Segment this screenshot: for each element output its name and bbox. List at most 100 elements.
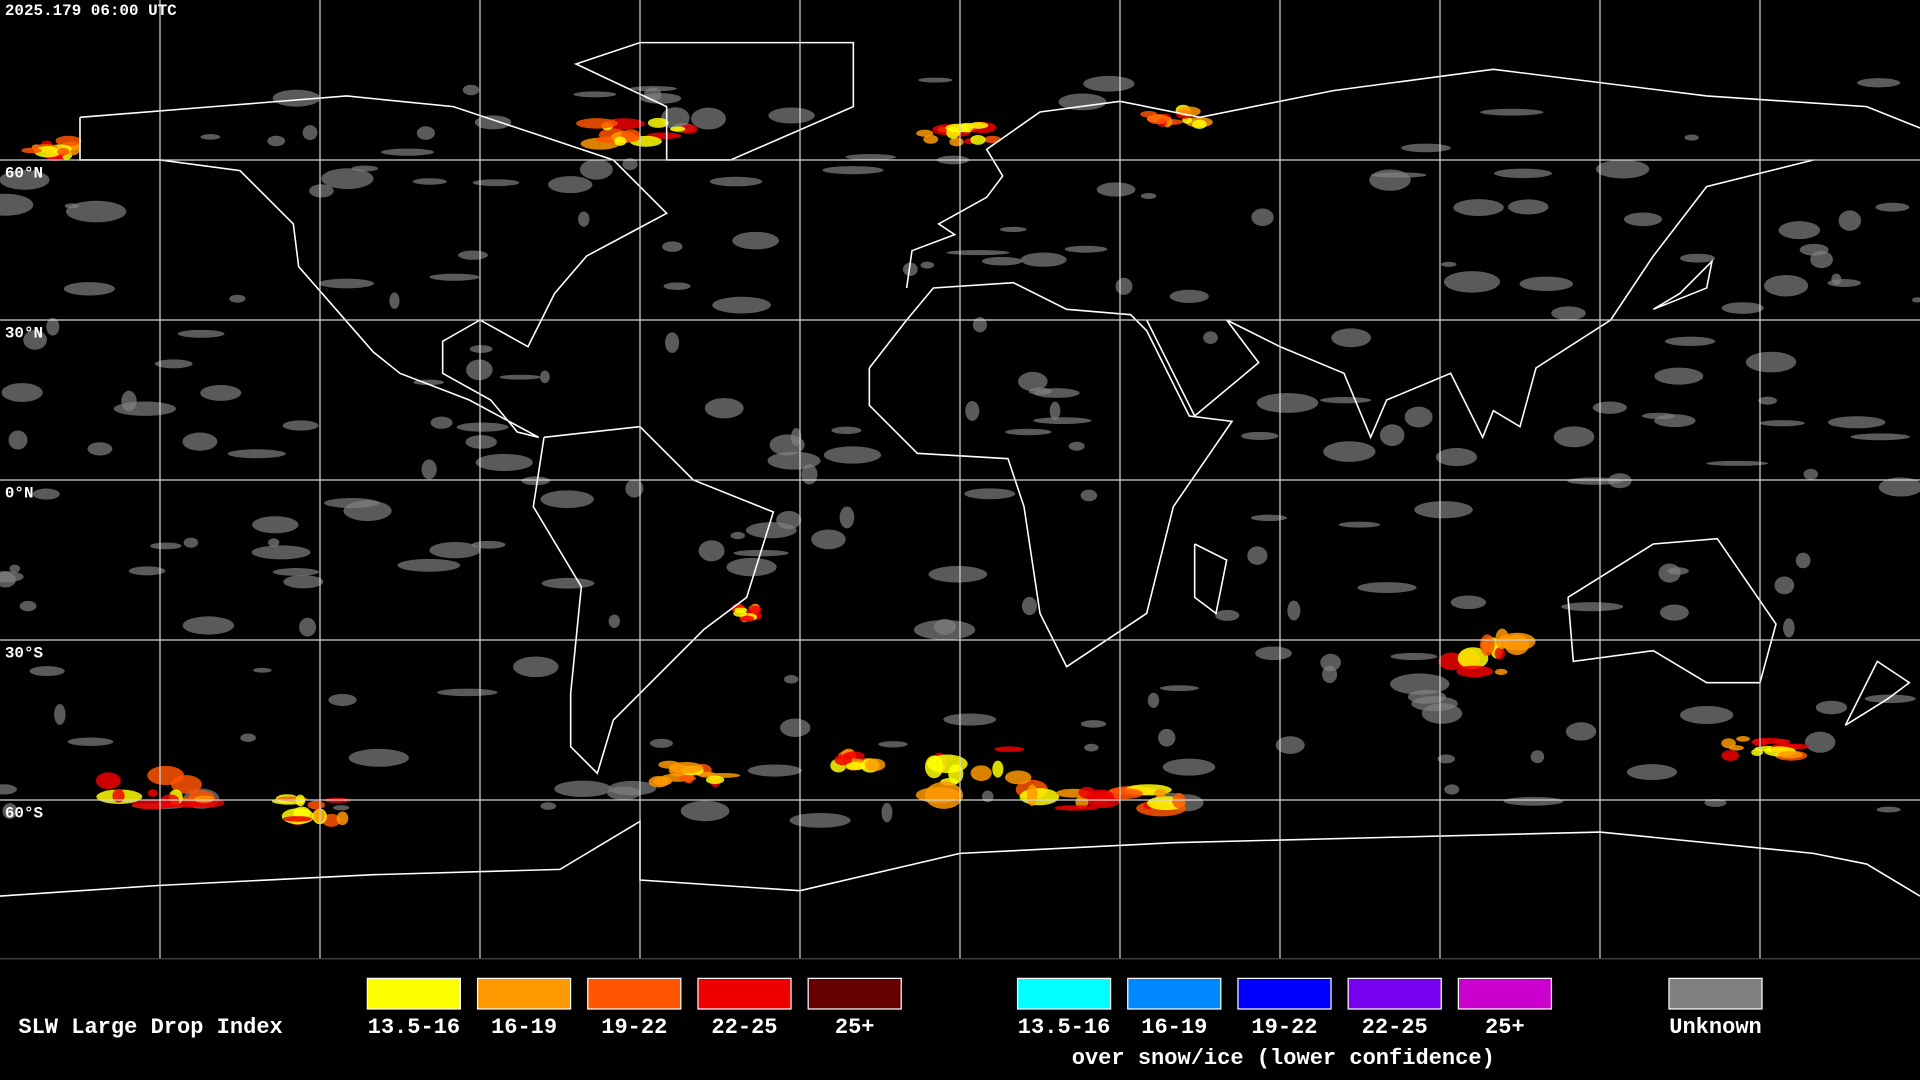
cloud-patch bbox=[1751, 748, 1764, 757]
cloud-patch bbox=[1379, 424, 1405, 447]
cloud-patch bbox=[1192, 119, 1207, 130]
legend-swatch bbox=[1457, 977, 1553, 1010]
cloud-patch bbox=[474, 115, 512, 130]
cloud-patch bbox=[1064, 245, 1108, 253]
cloud-patch bbox=[680, 124, 698, 134]
legend-label: 19-22 bbox=[1251, 1015, 1317, 1040]
cloud-patch bbox=[1480, 108, 1544, 116]
cloud-patch bbox=[1815, 700, 1848, 715]
cloud-patch bbox=[1721, 302, 1764, 314]
cloud-patch bbox=[1322, 665, 1338, 684]
cloud-patch bbox=[734, 607, 748, 613]
cloud-patch bbox=[1096, 182, 1136, 197]
cloud-patch bbox=[1753, 737, 1786, 745]
latitude-label: 60°N bbox=[5, 165, 43, 183]
cloud-patch bbox=[1759, 420, 1805, 427]
legend-label: 25+ bbox=[835, 1015, 875, 1040]
cloud-patch bbox=[1783, 618, 1795, 638]
legend-swatch bbox=[366, 977, 462, 1010]
cloud-patch bbox=[121, 390, 137, 412]
cloud-patch bbox=[1803, 468, 1819, 480]
cloud-patch bbox=[63, 282, 115, 296]
cloud-patch bbox=[768, 107, 815, 124]
cloud-patch bbox=[965, 400, 980, 421]
cloud-patch bbox=[268, 538, 280, 547]
cloud-patch bbox=[923, 134, 939, 144]
cloud-patch bbox=[1626, 764, 1677, 781]
cloud-patch bbox=[252, 516, 299, 534]
cloud-patch bbox=[458, 250, 488, 260]
cloud-patch bbox=[1706, 460, 1769, 466]
cloud-patch bbox=[1338, 521, 1381, 528]
cloud-patch bbox=[521, 476, 550, 486]
cloud-patch bbox=[747, 764, 802, 777]
coastline bbox=[0, 819, 1920, 897]
coastline bbox=[868, 281, 1234, 668]
cloud-patch bbox=[769, 434, 805, 456]
coastline bbox=[905, 68, 1920, 289]
cloud-patch bbox=[1287, 600, 1301, 621]
cloud-patch bbox=[147, 765, 185, 786]
cloud-patch bbox=[1251, 208, 1274, 227]
cloud-patch bbox=[1054, 805, 1098, 811]
cloud-patch bbox=[704, 397, 744, 419]
cloud-patch bbox=[691, 107, 726, 130]
cloud-patch bbox=[1878, 477, 1920, 497]
cloud-patch bbox=[512, 656, 559, 678]
cloud-patch bbox=[1019, 788, 1060, 806]
coastline bbox=[1193, 543, 1228, 615]
cloud-patch bbox=[902, 262, 918, 276]
cloud-patch bbox=[272, 568, 320, 576]
cloud-patch bbox=[608, 614, 620, 628]
cloud-patch bbox=[943, 713, 997, 726]
cloud-patch bbox=[811, 529, 846, 550]
cloud-patch bbox=[622, 158, 638, 171]
cloud-patch bbox=[1390, 673, 1450, 695]
cloud-patch bbox=[1440, 261, 1457, 267]
cloud-patch bbox=[726, 557, 777, 577]
cloud-patch bbox=[1667, 567, 1689, 575]
cloud-patch bbox=[336, 811, 349, 826]
coastline bbox=[573, 41, 855, 161]
cloud-patch bbox=[739, 615, 755, 622]
cloud-patch bbox=[983, 135, 1001, 144]
cloud-patch bbox=[1680, 705, 1734, 725]
cloud-patch bbox=[1162, 758, 1216, 776]
cloud-patch bbox=[1799, 243, 1829, 256]
legend-label: 13.5-16 bbox=[1018, 1015, 1111, 1040]
legend-title: SLW Large Drop Index bbox=[18, 1015, 282, 1040]
cloud-patch bbox=[87, 442, 113, 456]
cloud-patch bbox=[1, 383, 43, 402]
cloud-patch bbox=[1444, 784, 1460, 795]
cloud-patch bbox=[282, 420, 319, 431]
cloud-patch bbox=[32, 488, 60, 500]
cloud-patch bbox=[1390, 652, 1438, 661]
cloud-patch bbox=[712, 296, 771, 314]
cloud-patch bbox=[1795, 552, 1811, 569]
cloud-patch bbox=[1721, 750, 1739, 761]
cloud-patch bbox=[705, 775, 725, 785]
cloud-patch bbox=[1414, 501, 1473, 519]
cloud-patch bbox=[767, 451, 821, 470]
cloud-patch bbox=[540, 802, 557, 810]
cloud-patch bbox=[913, 619, 976, 640]
cloud-patch bbox=[1494, 668, 1508, 676]
cloud-patch bbox=[970, 134, 986, 145]
cloud-patch bbox=[381, 148, 435, 156]
cloud-patch bbox=[227, 449, 286, 459]
cloud-patch bbox=[397, 558, 461, 572]
cloud-patch bbox=[1876, 806, 1901, 813]
cloud-patch bbox=[1084, 743, 1099, 752]
cloud-patch bbox=[1519, 276, 1573, 292]
cloud-patch bbox=[177, 329, 225, 338]
cloud-patch bbox=[784, 675, 799, 684]
cloud-patch bbox=[2, 803, 18, 819]
cloud-patch bbox=[649, 738, 673, 748]
cloud-patch bbox=[1005, 770, 1032, 785]
cloud-patch bbox=[302, 125, 318, 141]
cloud-patch bbox=[1453, 199, 1504, 216]
cloud-patch bbox=[1083, 75, 1135, 92]
cloud-patch bbox=[1774, 576, 1795, 595]
cloud-patch bbox=[972, 317, 987, 333]
